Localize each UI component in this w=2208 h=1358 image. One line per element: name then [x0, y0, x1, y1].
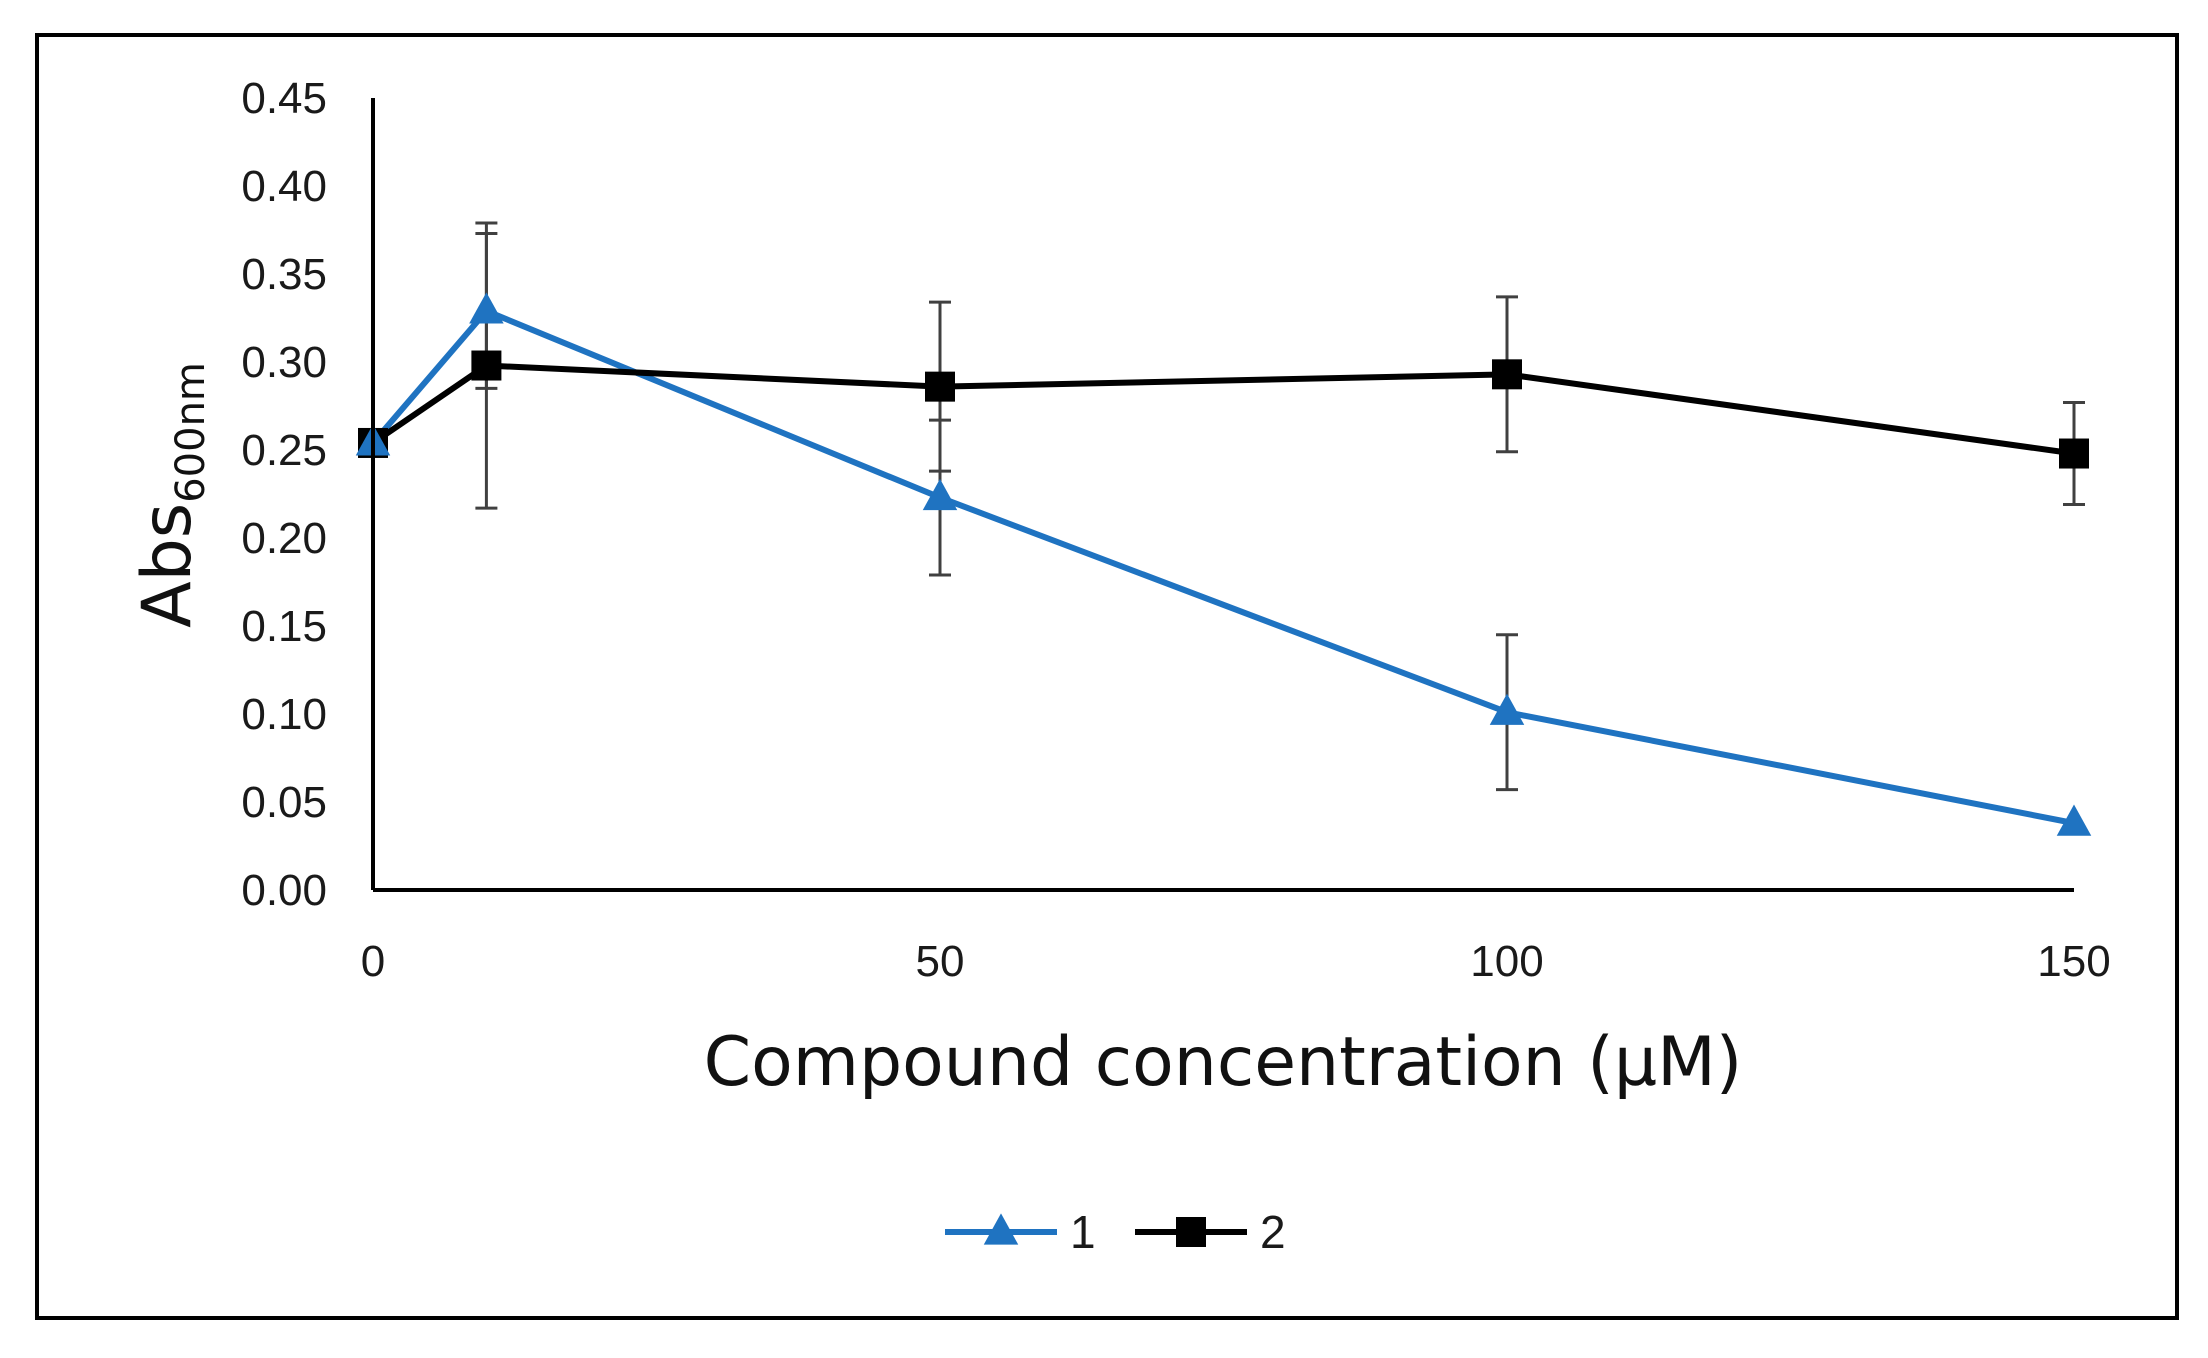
data-point-series-1 [469, 292, 504, 324]
series-markers [355, 292, 2092, 836]
y-tick-label: 0.05 [241, 778, 327, 827]
y-tick-label: 0.35 [241, 250, 327, 299]
y-tick-label: 0.15 [241, 602, 327, 651]
data-point-series-1 [2056, 804, 2092, 836]
x-axis-title: Compound concentration (µM) [704, 1023, 1743, 1102]
x-axis-ticks: 0 50 100 150 [361, 937, 2111, 986]
y-tick-label: 0.40 [241, 162, 327, 211]
legend-label: 2 [1260, 1206, 1286, 1258]
x-tick-label: 150 [2037, 937, 2110, 986]
data-point-series-2 [2059, 438, 2089, 469]
chart-frame [35, 33, 2179, 1320]
y-axis-ticks: 0.00 0.05 0.10 0.15 0.20 0.25 0.30 0.35 0.40 0.45 [241, 74, 327, 915]
y-tick-label: 0.45 [241, 74, 327, 123]
x-tick-label: 50 [916, 937, 965, 986]
y-tick-label: 0.00 [241, 866, 327, 915]
data-point-series-2 [471, 350, 502, 381]
data-point-series-2 [1492, 359, 1522, 390]
x-tick-label: 100 [1470, 937, 1543, 986]
data-point-series-1 [922, 478, 958, 511]
y-axis-title-main: Abs [128, 503, 207, 628]
y-tick-label: 0.30 [241, 338, 327, 387]
y-tick-label: 0.25 [241, 426, 327, 475]
legend-marker [1176, 1217, 1206, 1247]
legend-label: 1 [1070, 1206, 1096, 1258]
y-axis-title-subscript: 600nm [168, 362, 214, 503]
legend-item-1: 1 [945, 1206, 1096, 1258]
y-axis-title: Abs600nm [128, 362, 214, 628]
data-point-series-1 [1489, 693, 1525, 725]
data-point-series-2 [925, 371, 955, 402]
y-tick-label: 0.10 [241, 690, 327, 739]
x-tick-label: 0 [361, 937, 385, 986]
legend-marker [983, 1213, 1019, 1245]
legend-item-2: 2 [1135, 1206, 1286, 1258]
y-tick-label: 0.20 [241, 514, 327, 563]
